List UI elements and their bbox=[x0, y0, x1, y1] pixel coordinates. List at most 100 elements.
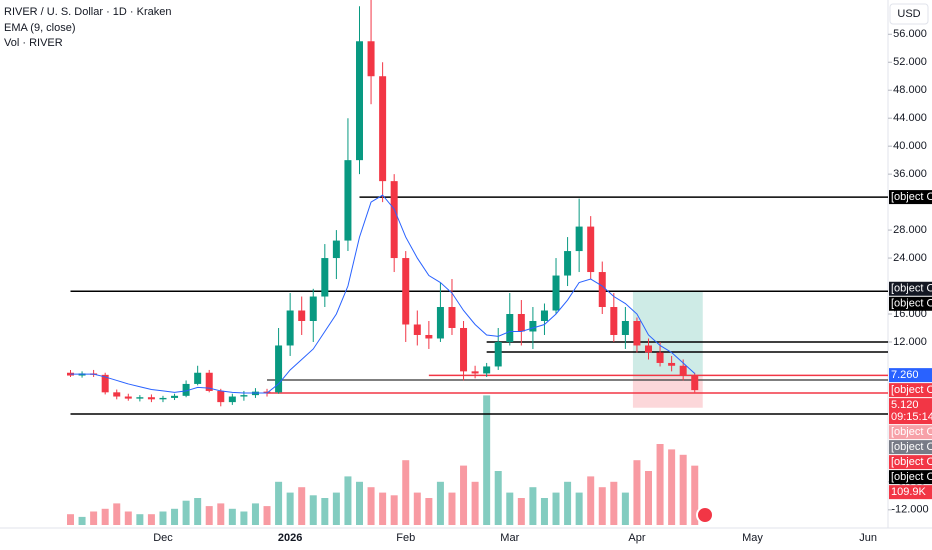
price-pill-label: [object Object] bbox=[891, 471, 932, 483]
volume-bar bbox=[691, 465, 699, 525]
volume-bar bbox=[332, 492, 340, 525]
candle-body bbox=[101, 374, 109, 393]
y-tick-label: 12.000 bbox=[893, 336, 927, 348]
candle-body bbox=[552, 275, 560, 311]
candle-body bbox=[217, 390, 225, 403]
volume-bar bbox=[529, 487, 537, 525]
volume-bar bbox=[101, 508, 109, 525]
volume-bar bbox=[379, 492, 387, 525]
candle-body bbox=[610, 307, 618, 335]
candle-body bbox=[691, 375, 699, 391]
volume-bar bbox=[402, 460, 410, 525]
volume-bar bbox=[78, 516, 86, 525]
volume-bar bbox=[194, 498, 202, 525]
candle-body bbox=[645, 345, 652, 353]
price-pill-label: [object Object] bbox=[891, 298, 932, 310]
candle-body bbox=[228, 396, 236, 403]
volume-bar bbox=[575, 492, 583, 525]
candle-body bbox=[194, 372, 202, 384]
candle-body bbox=[598, 272, 606, 308]
candle-body bbox=[540, 310, 548, 321]
candle-body bbox=[136, 397, 144, 399]
currency[interactable]: USD bbox=[897, 8, 920, 20]
x-tick-label: Jun bbox=[859, 532, 877, 544]
candle-body bbox=[448, 307, 456, 328]
volume-pill bbox=[889, 485, 932, 500]
x-tick-label: Mar bbox=[500, 532, 519, 544]
candle-body bbox=[113, 392, 121, 397]
price-pill bbox=[889, 470, 932, 485]
candle-body bbox=[425, 334, 433, 339]
candle-body bbox=[379, 76, 387, 182]
candle-body bbox=[506, 314, 514, 342]
y-tick-label: 40.000 bbox=[893, 140, 927, 152]
candle-body bbox=[402, 258, 410, 325]
y-tick-label: 48.000 bbox=[893, 84, 927, 96]
candle-body bbox=[517, 314, 525, 332]
candle-body bbox=[263, 391, 271, 393]
price-pill bbox=[889, 383, 932, 398]
price-pill bbox=[889, 281, 932, 296]
volume-bar bbox=[367, 487, 375, 525]
volume-bar bbox=[321, 498, 329, 525]
candle-body bbox=[286, 310, 294, 346]
candle-body bbox=[413, 324, 421, 335]
volume-bar bbox=[506, 492, 514, 525]
candle-body bbox=[483, 366, 491, 374]
volume-bar bbox=[344, 476, 352, 525]
volume-bar bbox=[598, 487, 606, 525]
candle-body bbox=[240, 395, 248, 397]
volume-bar bbox=[679, 454, 687, 525]
volume-bar bbox=[587, 476, 595, 525]
volume-bar bbox=[621, 492, 629, 525]
candle-body bbox=[298, 310, 306, 321]
indicator-label: Vol · RIVER bbox=[4, 37, 63, 49]
candle-body bbox=[321, 258, 329, 297]
volume-bar bbox=[552, 492, 560, 525]
candle-body bbox=[494, 341, 502, 367]
volume-bar bbox=[67, 514, 74, 525]
volume-bar bbox=[494, 471, 502, 525]
price-pill bbox=[889, 455, 932, 470]
price-pill bbox=[889, 296, 932, 311]
volume-bar bbox=[633, 460, 641, 525]
volume-bar bbox=[483, 395, 491, 525]
volume-bar bbox=[356, 481, 363, 525]
x-tick-label: 2026 bbox=[278, 532, 302, 544]
candle-body bbox=[529, 320, 537, 332]
price-pill-label: [object Object] bbox=[891, 441, 932, 453]
price-pill bbox=[889, 190, 932, 205]
volume-bar bbox=[471, 481, 479, 525]
volume-bar bbox=[298, 487, 306, 525]
y-tick-label: 52.000 bbox=[893, 56, 927, 68]
volume-bar bbox=[251, 503, 259, 525]
volume-bar bbox=[610, 481, 618, 525]
price-pill-label: 5.120 bbox=[891, 399, 919, 411]
event-icon[interactable] bbox=[696, 506, 714, 524]
candle-body bbox=[205, 372, 213, 391]
candle-body bbox=[275, 345, 283, 393]
x-tick-label: Dec bbox=[153, 532, 173, 544]
volume-bar bbox=[240, 511, 248, 525]
y-tick-label: -12.000 bbox=[891, 504, 928, 516]
y-tick-label: 28.000 bbox=[893, 224, 927, 236]
volume-bar bbox=[448, 492, 456, 525]
candle-body bbox=[575, 226, 583, 252]
candle-body bbox=[147, 397, 155, 400]
candle-body bbox=[656, 352, 664, 363]
volume-bar bbox=[309, 495, 317, 525]
volume-bar bbox=[460, 465, 468, 525]
symbol-title: RIVER / U. S. Dollar · 1D · Kraken bbox=[4, 6, 172, 18]
candle-body bbox=[344, 160, 352, 241]
volume-bar bbox=[517, 498, 525, 525]
price-pill-label: [object Object] bbox=[891, 384, 932, 396]
volume-bar bbox=[436, 481, 444, 525]
y-tick-label: 44.000 bbox=[893, 112, 927, 124]
currency-button[interactable] bbox=[889, 3, 929, 25]
volume-bar bbox=[263, 506, 271, 525]
x-tick-label: May bbox=[742, 532, 763, 544]
candle-body bbox=[332, 240, 340, 259]
volume-bar bbox=[540, 498, 548, 525]
volume-bar bbox=[159, 511, 167, 525]
